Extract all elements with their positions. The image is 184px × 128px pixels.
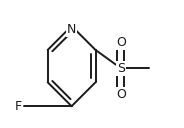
Text: F: F <box>15 100 22 113</box>
Text: O: O <box>116 88 126 101</box>
Text: O: O <box>116 36 126 49</box>
Text: N: N <box>67 23 76 36</box>
Text: S: S <box>117 62 125 75</box>
